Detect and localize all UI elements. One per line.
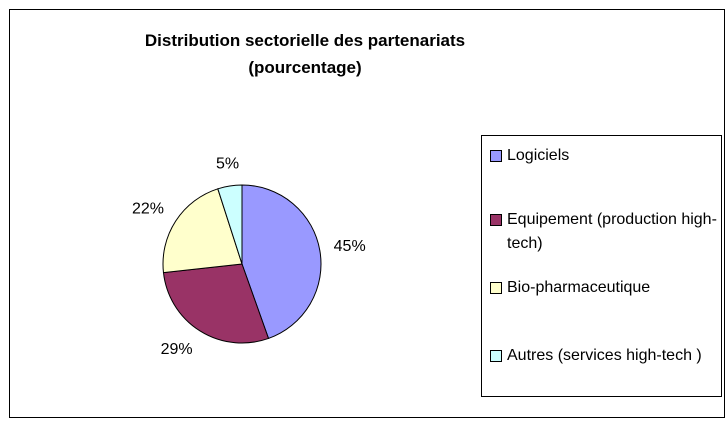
pie-slice: [162, 263, 270, 344]
legend-swatch: [490, 282, 502, 294]
legend: Logiciels Equipement (production high-tec…: [481, 135, 722, 397]
pie-slice: [217, 184, 243, 265]
legend-item: Logiciels: [490, 144, 722, 168]
legend-swatch: [490, 150, 502, 162]
legend-label: Bio-pharmaceutique: [507, 279, 651, 296]
chart-frame: [9, 9, 725, 418]
legend-item: Autres (services high-tech ): [490, 344, 722, 368]
legend-swatch: [490, 350, 502, 362]
legend-item: Bio-pharmaceutique: [490, 276, 722, 300]
legend-swatch: [490, 214, 502, 226]
pie-slice: [162, 188, 243, 274]
data-label: 22%: [132, 200, 164, 217]
data-label: 29%: [161, 341, 193, 358]
legend-label: Logiciels: [507, 147, 570, 164]
data-label: 45%: [334, 238, 366, 255]
data-label: 5%: [216, 155, 239, 172]
legend-label: Equipement (production high-tech): [507, 211, 717, 252]
pie-slice: [241, 184, 322, 340]
legend-item: Equipement (production high-tech): [490, 208, 722, 256]
legend-label: Autres (services high-tech ): [507, 347, 702, 364]
chart-title: Distribution sectorielle des partenariat…: [144, 31, 466, 77]
